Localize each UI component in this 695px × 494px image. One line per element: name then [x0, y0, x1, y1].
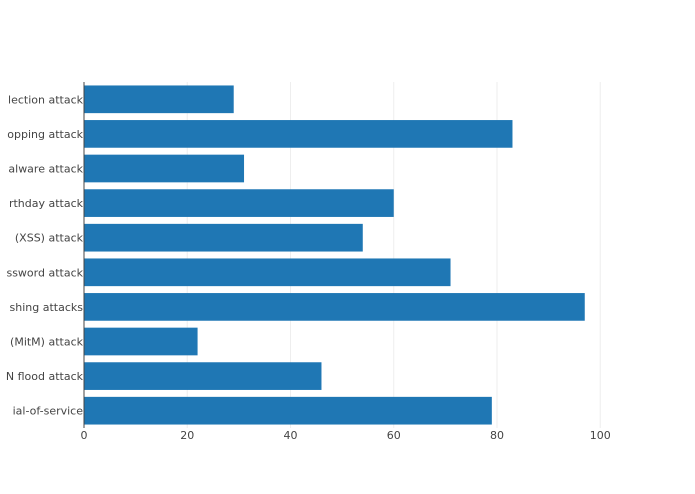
- y-category-label: opping attack: [7, 128, 83, 141]
- x-tick-label: 0: [81, 429, 88, 442]
- y-category-label: alware attack: [8, 163, 83, 176]
- x-axis-ticks: 0 20 40 60 80 100: [81, 429, 611, 442]
- y-category-label: ial-of-service: [13, 405, 84, 418]
- y-category-label: ssword attack: [6, 266, 83, 279]
- bar: [84, 362, 322, 390]
- y-category-label: lection attack: [8, 93, 84, 106]
- x-tick-label: 100: [590, 429, 611, 442]
- bar: [84, 154, 245, 183]
- x-tick-label: 40: [283, 429, 297, 442]
- bar: [84, 223, 363, 252]
- bar: [84, 258, 451, 287]
- bar: [84, 85, 234, 114]
- y-category-label: (MitM) attack: [10, 336, 84, 349]
- bar: [84, 293, 585, 321]
- y-category-label: N flood attack: [6, 370, 84, 383]
- bar: [84, 189, 394, 217]
- bar: [84, 120, 513, 148]
- x-tick-label: 20: [180, 429, 194, 442]
- bar: [84, 396, 492, 425]
- y-category-label: (XSS) attack: [15, 232, 84, 245]
- bar: [84, 327, 198, 356]
- category-labels: ial-of-service N flood attack (MitM) attac…: [6, 93, 84, 417]
- y-category-label: shing attacks: [10, 301, 84, 314]
- x-tick-label: 80: [490, 429, 504, 442]
- bars: [84, 85, 585, 425]
- x-tick-label: 60: [387, 429, 401, 442]
- y-category-label: rthday attack: [9, 197, 84, 210]
